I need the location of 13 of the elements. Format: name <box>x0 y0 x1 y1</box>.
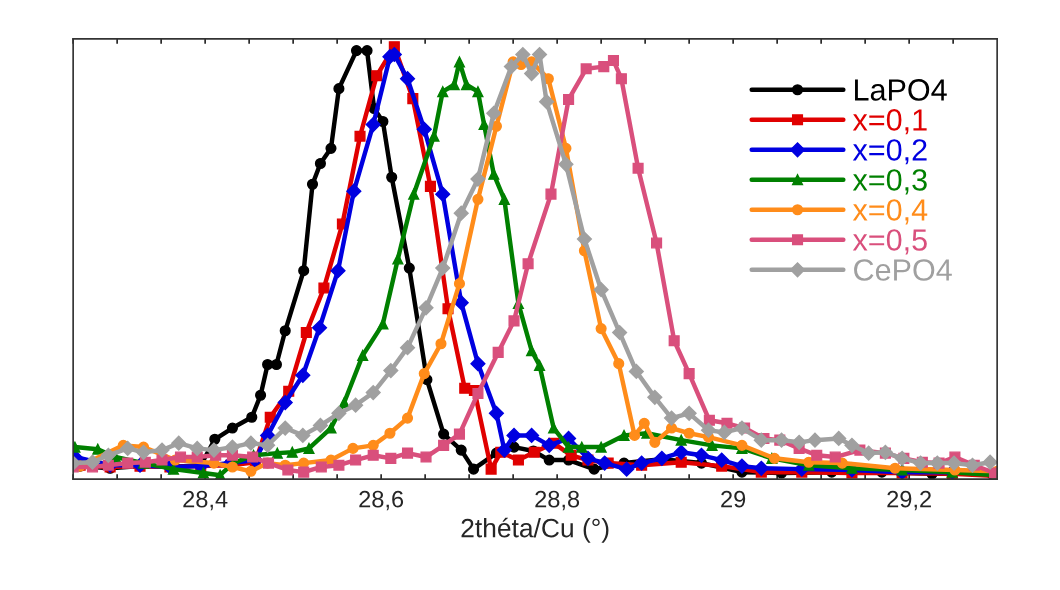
x-tick-label: 28,6 <box>359 490 404 511</box>
legend-label: x=0,4 <box>852 199 928 225</box>
legend-label: x=0,3 <box>852 169 927 195</box>
legend-label: x=0,1 <box>852 109 927 135</box>
x-tick-label: 29 <box>721 490 746 508</box>
legend-label: x=0,2 <box>852 139 927 165</box>
x-tick-label: 28,8 <box>535 490 580 511</box>
legend-label: LaPO4 <box>855 79 947 101</box>
x-tick-label: 28,4 <box>183 490 228 511</box>
x-axis-title: 2théta/Cu (°) <box>461 517 609 543</box>
legend-label: CePO4 <box>854 259 952 281</box>
x-tick-label: 29,2 <box>887 490 931 511</box>
legend-label: x=0,5 <box>852 229 927 255</box>
